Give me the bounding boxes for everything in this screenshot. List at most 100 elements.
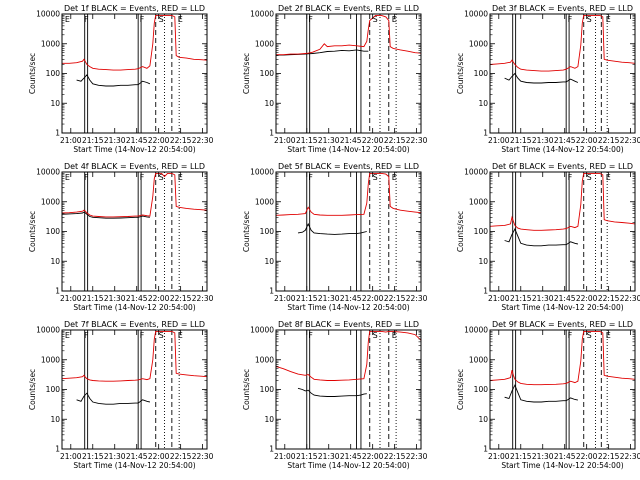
x-tick-label: 22:30 <box>620 452 640 461</box>
y-tick-label: 1 <box>483 129 488 138</box>
x-tick-label: 22:15 <box>170 294 192 303</box>
series-line-lld <box>489 330 636 386</box>
chart-panel-8: Det 8f BLACK = Events, RED = LLD F S E 1 10 10… <box>242 320 428 470</box>
x-tick-label: 22:15 <box>598 136 620 145</box>
x-tick-label: 21:00 <box>274 294 296 303</box>
event-marker-label: F <box>568 15 573 24</box>
x-tick-label: 21:30 <box>318 452 340 461</box>
x-tick-label: 21:45 <box>554 136 576 145</box>
x-tick-label: 22:00 <box>148 294 170 303</box>
y-tick-label: 10 <box>478 99 488 108</box>
series-line-events <box>504 72 579 84</box>
x-tick-label: 21:45 <box>340 452 362 461</box>
x-tick-label: 22:15 <box>384 136 406 145</box>
x-tick-label: 21:30 <box>104 136 126 145</box>
y-tick-label: 100 <box>474 227 489 236</box>
event-marker-label: F <box>308 331 313 340</box>
x-tick-label: 21:30 <box>318 294 340 303</box>
x-tick-label: 21:15 <box>296 136 318 145</box>
chart-panel-2: Det 2f BLACK = Events, RED = LLD F S E 1 10 10… <box>242 4 428 154</box>
event-marker-label: S <box>587 173 592 182</box>
x-tick-label: 21:15 <box>510 294 532 303</box>
series-line-lld <box>275 172 422 216</box>
y-axis-label: Counts/sec <box>242 211 251 252</box>
x-tick-label: 21:00 <box>60 294 82 303</box>
plot-frame <box>489 13 636 134</box>
y-tick-label: 10000 <box>464 326 488 335</box>
y-axis-label: Counts/sec <box>456 211 465 252</box>
y-tick-label: 1000 <box>255 197 274 206</box>
y-tick-label: 100 <box>474 385 489 394</box>
series-line-lld <box>61 330 208 382</box>
x-tick-label: 22:00 <box>362 136 384 145</box>
event-marker-label: E <box>65 15 70 24</box>
x-tick-label: 21:45 <box>340 294 362 303</box>
x-tick-label: 21:45 <box>340 136 362 145</box>
chart-title: Det 8f BLACK = Events, RED = LLD <box>278 320 419 329</box>
y-axis-label: Counts/sec <box>28 369 37 410</box>
x-tick-label: 22:15 <box>598 452 620 461</box>
y-tick-label: 10 <box>264 257 274 266</box>
x-tick-label: 22:00 <box>576 136 598 145</box>
y-axis-label: Counts/sec <box>28 211 37 252</box>
y-tick-label: 1 <box>483 445 488 454</box>
y-tick-label: 10 <box>264 415 274 424</box>
y-tick-label: 1000 <box>41 355 60 364</box>
y-tick-label: 1 <box>269 445 274 454</box>
x-tick-label: 21:00 <box>60 452 82 461</box>
x-tick-label: 21:15 <box>82 294 104 303</box>
event-marker-label: F <box>308 15 313 24</box>
x-tick-label: 21:45 <box>126 452 148 461</box>
x-tick-label: 22:30 <box>406 452 428 461</box>
chart-title: Det 5f BLACK = Events, RED = LLD <box>278 162 419 171</box>
chart-title: Det 3f BLACK = Events, RED = LLD <box>492 4 633 13</box>
y-tick-label: 10000 <box>464 168 488 177</box>
event-marker-label: F <box>140 173 145 182</box>
y-tick-label: 10 <box>478 257 488 266</box>
event-marker-label: F <box>84 15 89 24</box>
chart-panel-6: Det 6f BLACK = Events, RED = LLD F S E 1 10 10… <box>456 162 640 312</box>
y-axis-label: Counts/sec <box>456 53 465 94</box>
x-tick-label: 22:30 <box>620 294 640 303</box>
chart-panel-3: Det 3f BLACK = Events, RED = LLD F S E 1 10 10… <box>456 4 640 154</box>
chart-panel-5: Det 5f BLACK = Events, RED = LLD F S E 1 10 10… <box>242 162 428 312</box>
y-axis-label: Counts/sec <box>456 369 465 410</box>
series-line-lld <box>62 14 208 71</box>
event-marker-label: S <box>159 15 164 24</box>
x-tick-label: 21:00 <box>274 452 296 461</box>
x-tick-label: 21:45 <box>126 294 148 303</box>
x-axis-label: Start Time (14-Nov-12 20:54:00) <box>501 145 623 154</box>
event-marker-label: E <box>392 15 397 24</box>
y-tick-label: 1000 <box>469 197 488 206</box>
x-tick-label: 21:30 <box>104 452 126 461</box>
y-tick-label: 100 <box>260 69 275 78</box>
x-tick-label: 22:00 <box>148 136 170 145</box>
y-tick-label: 1 <box>483 287 488 296</box>
chart-title: Det 4f BLACK = Events, RED = LLD <box>64 162 205 171</box>
chart-panel-1: Det 1f BLACK = Events, RED = LLD E F F S E 1 10… <box>28 4 214 154</box>
event-marker-label: E <box>65 331 70 340</box>
y-tick-label: 1000 <box>255 355 274 364</box>
event-marker-label: E <box>178 173 183 182</box>
y-tick-label: 1000 <box>469 39 488 48</box>
x-tick-label: 22:15 <box>598 294 620 303</box>
event-marker-label: E <box>606 173 611 182</box>
event-marker-label: F <box>568 173 573 182</box>
chart-panel-9: Det 9f BLACK = Events, RED = LLD F S E 1 10 10… <box>456 320 640 470</box>
event-marker-label: E <box>392 331 397 340</box>
x-tick-label: 21:30 <box>104 294 126 303</box>
series-line-lld <box>489 14 636 72</box>
series-line-lld <box>275 330 422 381</box>
y-tick-label: 1 <box>269 287 274 296</box>
x-tick-label: 22:15 <box>384 452 406 461</box>
plot-frame <box>275 329 422 450</box>
x-tick-label: 22:00 <box>576 294 598 303</box>
series-line-events <box>76 392 151 405</box>
plot-frame <box>489 329 636 450</box>
chart-title: Det 7f BLACK = Events, RED = LLD <box>64 320 205 329</box>
y-tick-label: 10 <box>264 99 274 108</box>
y-axis-label: Counts/sec <box>242 369 251 410</box>
y-tick-label: 10000 <box>250 10 274 19</box>
series-line-events <box>504 384 578 403</box>
plot-frame <box>61 329 208 450</box>
